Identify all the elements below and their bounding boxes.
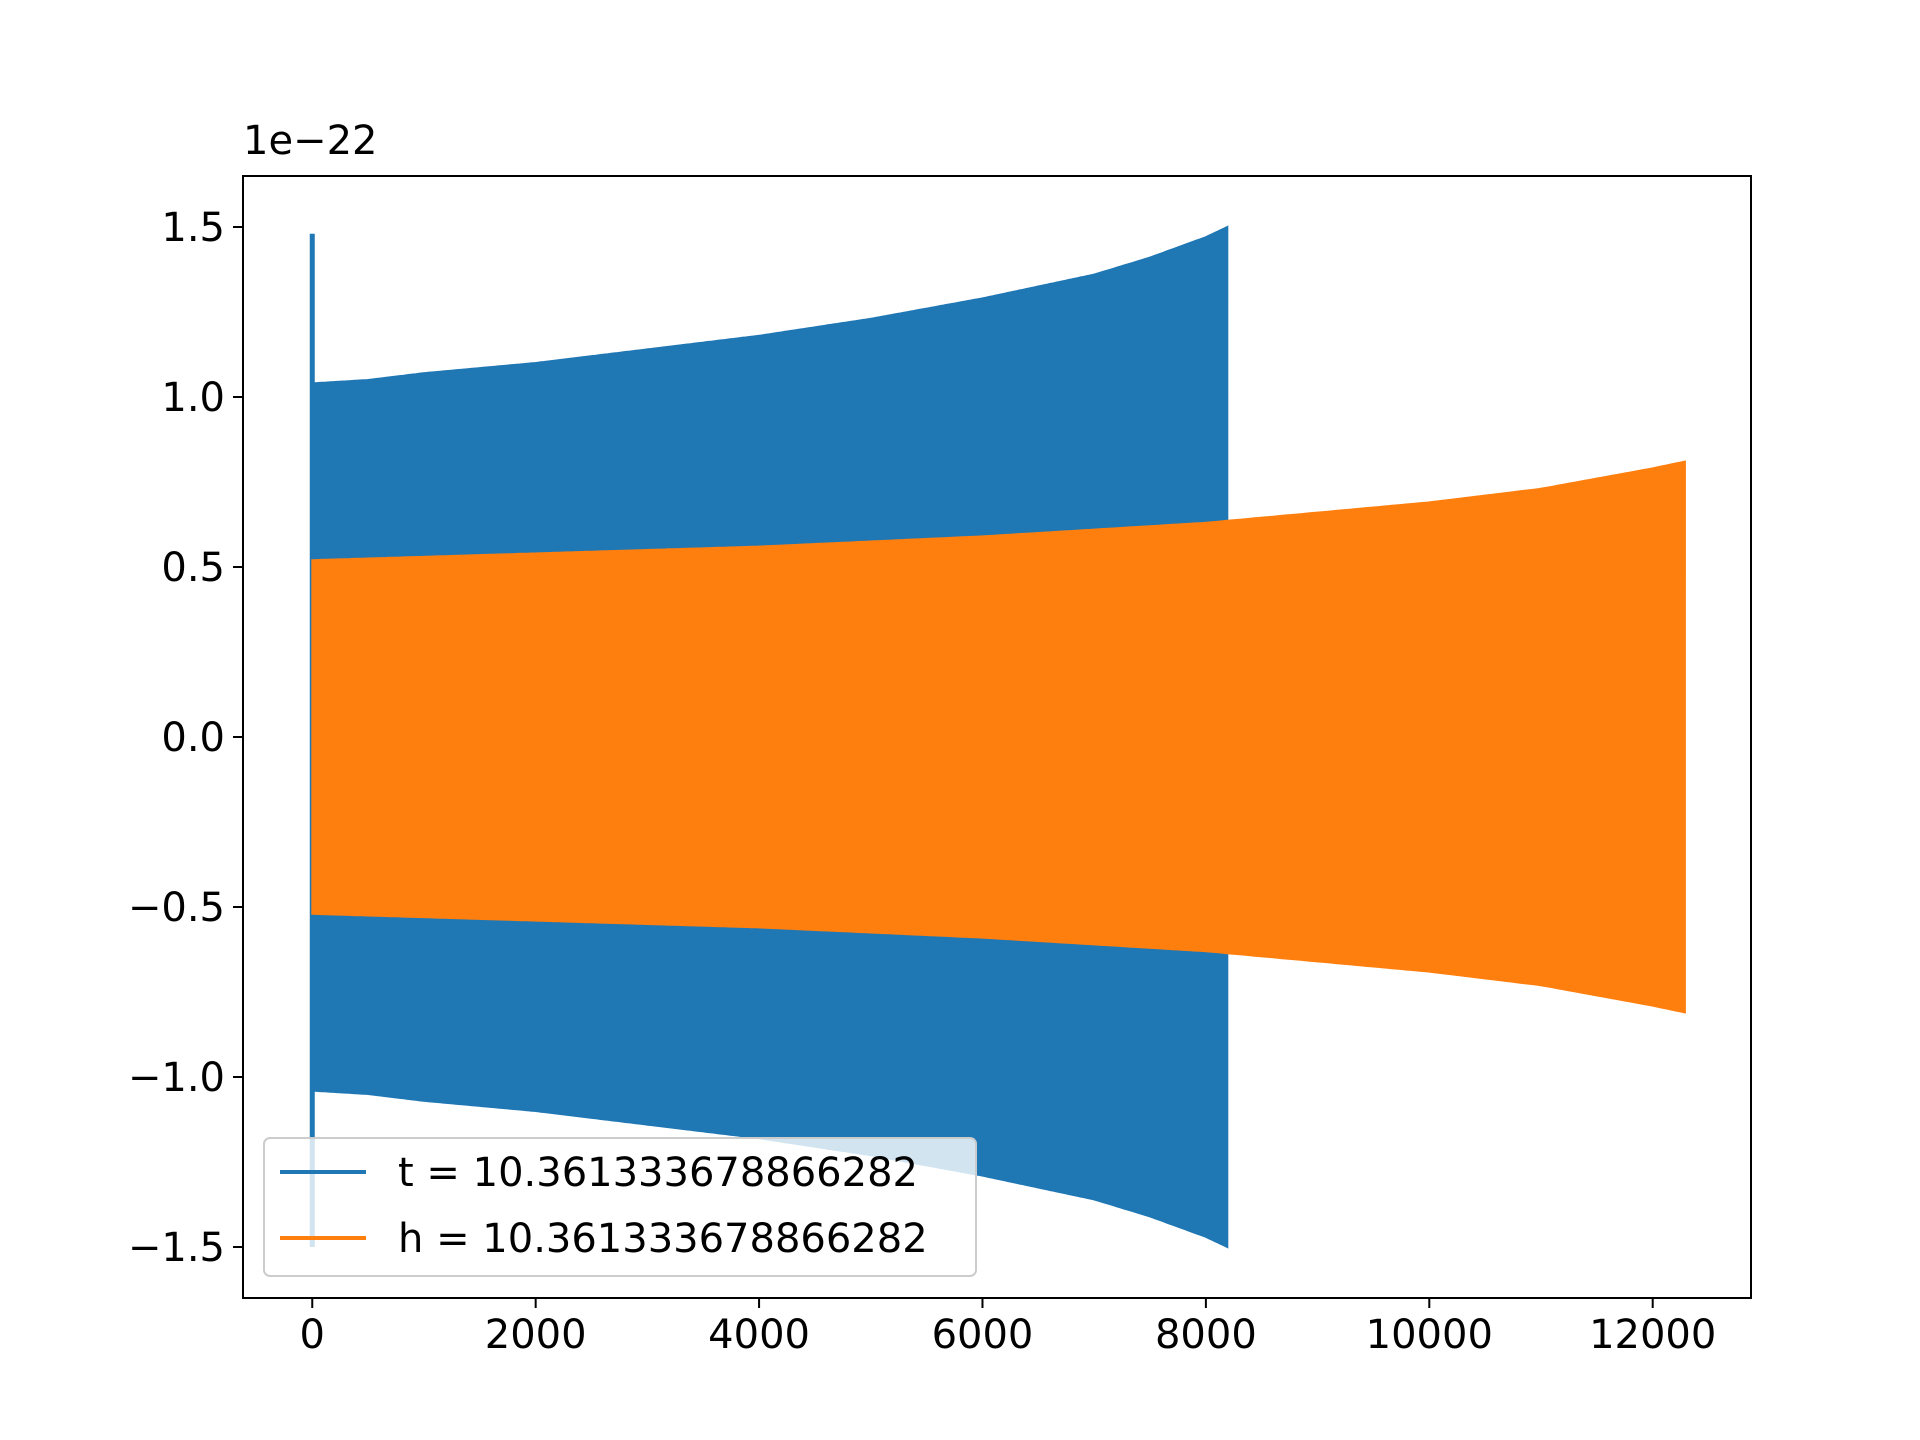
y-tick-label-0: 1.5 <box>161 205 225 251</box>
legend-entry-t: t = 10.361333678866282 <box>398 1150 918 1196</box>
x-tick-label-2: 4000 <box>708 1312 810 1358</box>
y-tick-label-5: −1.0 <box>128 1055 225 1101</box>
x-axis: 0 2000 4000 6000 8000 10000 12000 <box>300 1298 1716 1358</box>
y-tick-label-6: −1.5 <box>128 1225 225 1271</box>
x-tick-label-0: 0 <box>300 1312 325 1358</box>
plot-area <box>309 225 1686 1249</box>
series-line-1 <box>311 461 1686 1013</box>
y-tick-label-2: 0.5 <box>161 545 225 591</box>
x-tick-label-5: 10000 <box>1366 1312 1493 1358</box>
x-tick-label-1: 2000 <box>485 1312 587 1358</box>
legend: t = 10.361333678866282 h = 10.3613336788… <box>263 1137 977 1277</box>
y-axis-offset-text: 1e−22 <box>243 118 377 164</box>
y-axis: 1.5 1.0 0.5 0.0 −0.5 −1.0 −1.5 <box>128 205 243 1271</box>
x-tick-label-6: 12000 <box>1589 1312 1716 1358</box>
series-h <box>311 460 1686 1014</box>
y-tick-label-1: 1.0 <box>161 375 225 421</box>
y-tick-label-3: 0.0 <box>161 715 225 761</box>
y-tick-label-4: −0.5 <box>128 885 225 931</box>
x-tick-label-4: 8000 <box>1155 1312 1257 1358</box>
series-line-0 <box>311 226 1229 1247</box>
legend-box <box>263 1137 977 1277</box>
x-tick-label-3: 6000 <box>932 1312 1034 1358</box>
legend-entry-h: h = 10.361333678866282 <box>398 1216 928 1262</box>
